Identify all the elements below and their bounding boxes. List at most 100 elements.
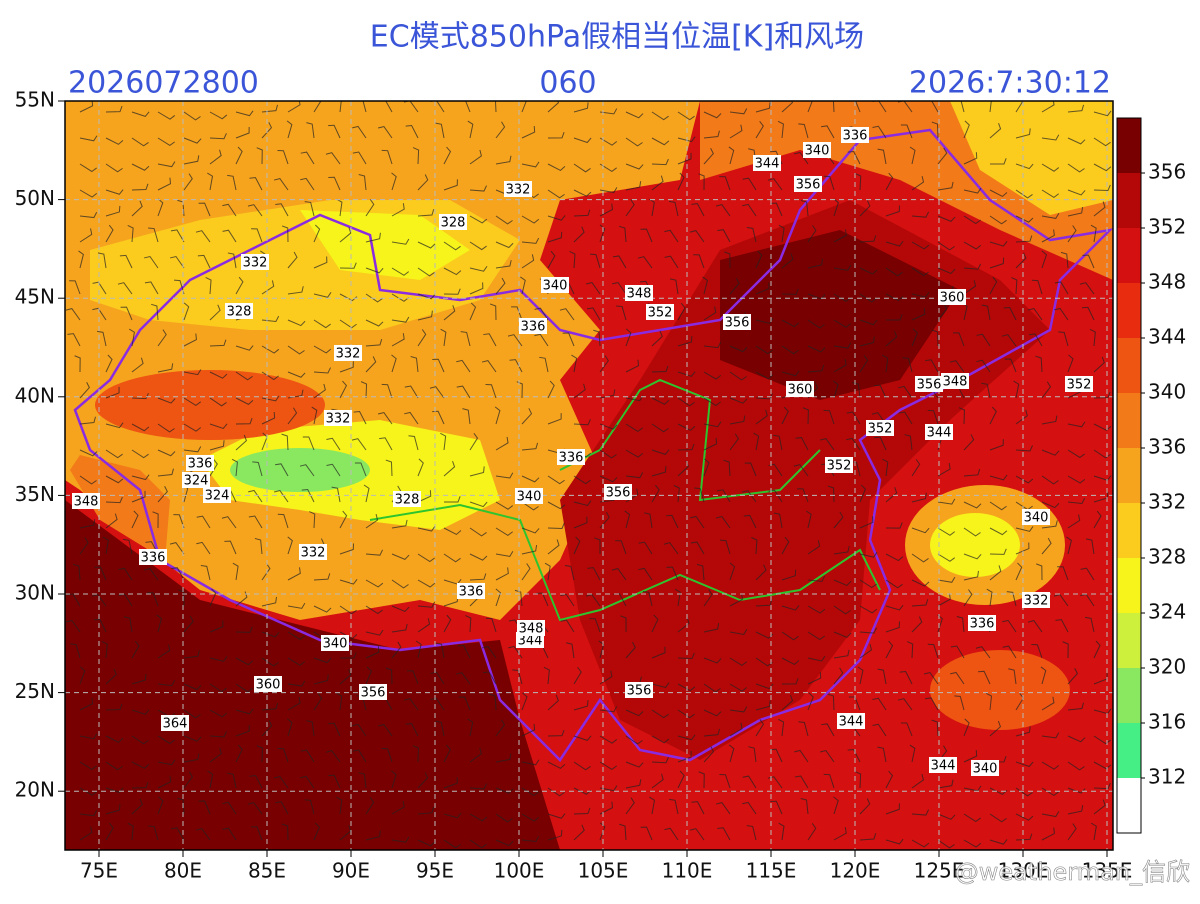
wind-barb: [950, 645, 965, 659]
wind-barb: [157, 485, 168, 503]
wind-barb: [1015, 215, 1034, 223]
contour-label: 324: [184, 474, 209, 489]
wind-barb: [859, 235, 877, 243]
wind-barb: [594, 537, 601, 555]
contour-label-box: [439, 214, 467, 230]
wind-barb: [651, 466, 667, 477]
wind-barb: [495, 215, 513, 225]
wind-barb: [729, 415, 746, 425]
wind-barb: [365, 514, 379, 529]
wind-barb: [625, 779, 642, 789]
wind-barb: [183, 423, 202, 432]
wind-barb: [963, 553, 982, 560]
wind-barb: [287, 319, 306, 327]
wind-barb: [183, 709, 201, 719]
wind-barb: [131, 735, 149, 745]
wind-barb: [833, 229, 847, 243]
wind-barb: [430, 671, 445, 685]
lon-label: 75E: [80, 859, 118, 883]
contour-label: 324: [205, 489, 230, 504]
wind-barb: [469, 527, 487, 537]
wind-barb: [1015, 409, 1028, 425]
contour-label: 356: [796, 178, 821, 193]
wind-barb: [937, 303, 948, 321]
wind-barb: [911, 211, 930, 218]
wind-barb: [821, 723, 835, 737]
wind-barb: [66, 593, 81, 607]
wind-barb: [131, 781, 149, 789]
wind-barb: [391, 836, 410, 843]
wind-barb: [1093, 356, 1105, 373]
wind-barb: [696, 563, 705, 581]
wind-barb: [571, 354, 578, 373]
wind-barb: [975, 646, 991, 659]
wind-barb: [573, 189, 592, 197]
wind-barb: [911, 241, 930, 250]
wind-barb: [729, 722, 743, 737]
wind-barb: [859, 833, 877, 841]
wind-barb: [467, 718, 474, 737]
wind-barb: [963, 241, 982, 250]
wind-barb: [1081, 306, 1095, 321]
wind-barb: [521, 723, 536, 737]
wind-barb: [859, 644, 873, 659]
wind-barb: [649, 796, 656, 815]
wind-barb: [586, 307, 601, 321]
wind-barb: [157, 397, 176, 404]
contour-label: 336: [141, 551, 166, 566]
wind-barb: [105, 787, 124, 793]
wind-barb: [909, 146, 916, 165]
wind-barb: [963, 280, 977, 295]
wind-barb: [1060, 251, 1069, 269]
wind-barb: [183, 137, 202, 144]
wind-barb: [235, 657, 254, 666]
wind-barb: [209, 111, 228, 120]
lon-label: 110E: [662, 859, 713, 883]
wind-barb: [336, 796, 343, 815]
wind-barb: [365, 319, 384, 327]
contour-label-box: [72, 493, 100, 509]
contour-label: 328: [227, 305, 252, 320]
wind-barb: [802, 407, 809, 425]
wind-barb: [612, 255, 627, 269]
wind-barb: [925, 697, 939, 711]
wind-barb: [443, 812, 462, 819]
wind-barb: [249, 177, 263, 191]
wind-barb: [105, 422, 124, 429]
wind-barb: [937, 593, 951, 607]
wind-barb: [698, 771, 705, 789]
wind-barb: [157, 137, 175, 147]
wind-barb: [79, 810, 98, 817]
wind-barb: [599, 187, 618, 194]
wind-barb: [1067, 497, 1086, 505]
contour-label-box: [182, 472, 210, 488]
wind-barb: [859, 200, 871, 217]
contour-label-box: [971, 760, 999, 776]
wind-barb: [1008, 668, 1017, 685]
wind-barb: [313, 345, 332, 354]
wind-barb: [304, 201, 315, 217]
wind-barb: [781, 319, 800, 328]
wind-barb: [443, 146, 452, 165]
wind-barb: [978, 670, 991, 685]
wind-barb: [900, 124, 913, 139]
wind-barb: [651, 423, 669, 433]
contour-label-box: [334, 345, 362, 361]
wind-barb: [277, 513, 289, 529]
wind-barb: [566, 642, 575, 659]
lon-label: 90E: [332, 859, 370, 883]
wind-barb: [495, 260, 512, 269]
wind-barb: [391, 354, 397, 373]
lon-label: 85E: [248, 859, 286, 883]
wind-barb: [885, 838, 904, 845]
wind-barb: [743, 514, 757, 529]
region: [950, 101, 1113, 215]
river: [369, 378, 881, 622]
wind-barb: [989, 474, 1008, 481]
wind-barb: [989, 565, 1002, 581]
wind-barb: [222, 801, 237, 815]
wind-barb: [365, 232, 381, 243]
wind-barb: [339, 652, 357, 659]
wind-barb: [1054, 281, 1069, 295]
wind-barb: [547, 475, 565, 485]
